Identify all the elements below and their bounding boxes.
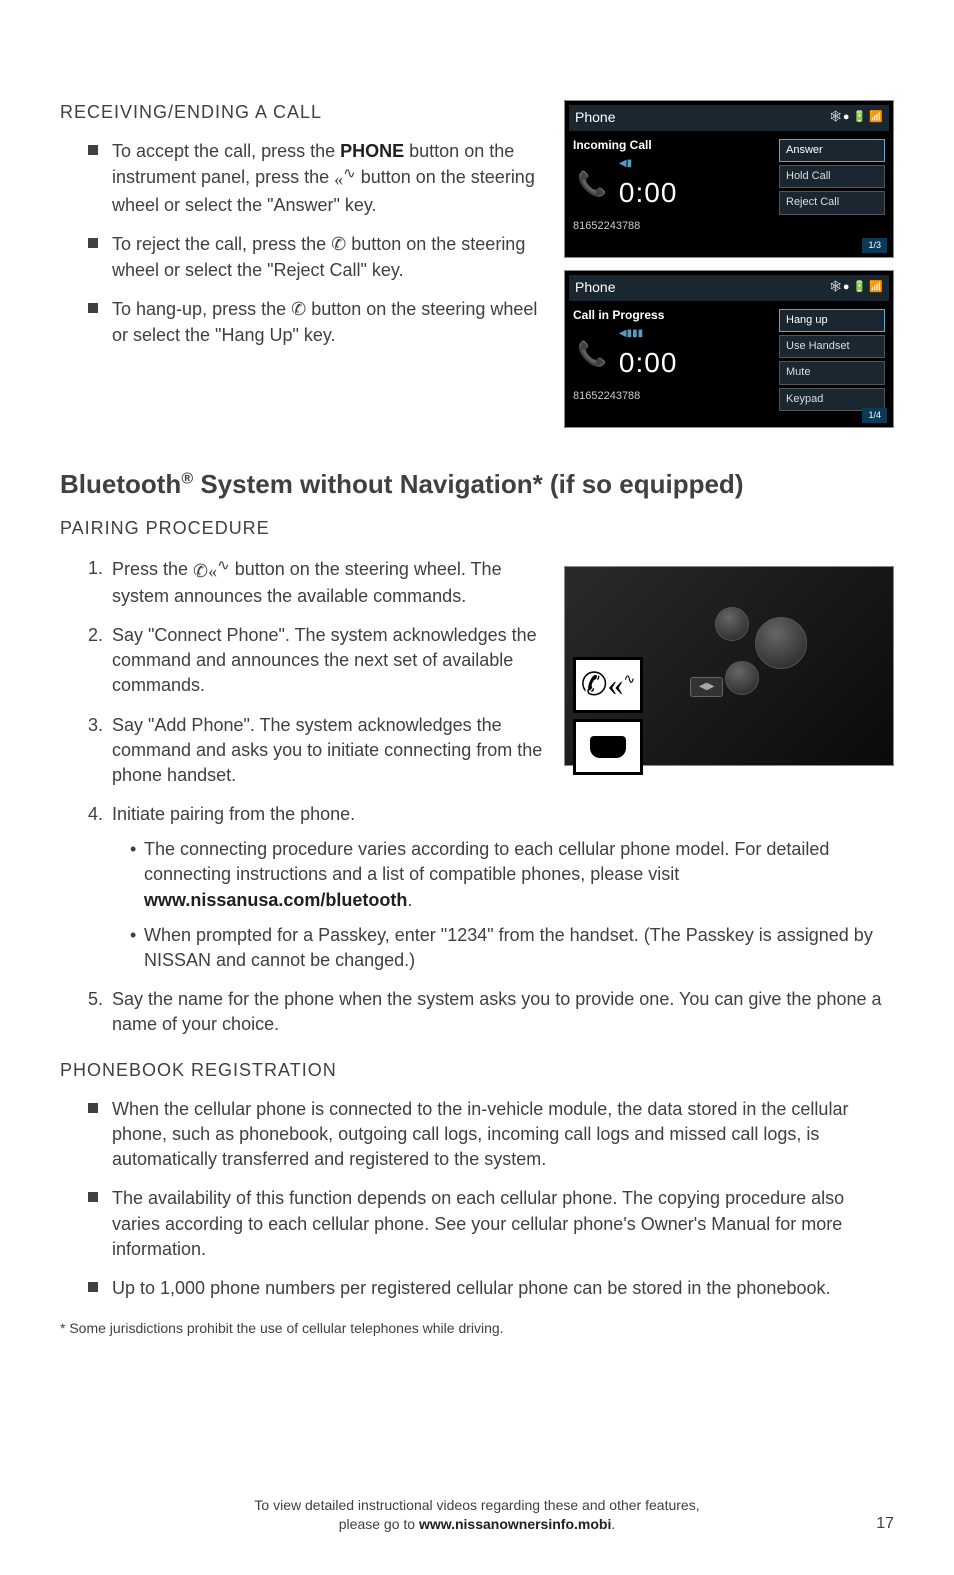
direction-arrows: ◀▮▮▮ — [619, 327, 678, 341]
screen-call-progress: Phone 🕸● 🔋 📶 Call in Progress 📞 ◀▮▮▮ 0:0… — [564, 270, 894, 428]
handset-icon: 📞 — [577, 168, 607, 202]
footer-line1: To view detailed instructional videos re… — [254, 1497, 699, 1513]
bluetooth-title: Bluetooth® System without Navigation* (i… — [60, 466, 894, 502]
handset-icon: 📞 — [577, 338, 607, 372]
pairing-header: PAIRING PROCEDURE — [60, 516, 894, 541]
title-text: System without Navigation* (if so equipp… — [193, 469, 743, 499]
pairing-step-3: Say "Add Phone". The system acknowledges… — [88, 713, 544, 789]
url-bold: www.nissanusa.com/bluetooth — [144, 890, 407, 910]
receiving-item-3: To hang-up, press the ✆ button on the st… — [88, 297, 544, 348]
receiving-item-2: To reject the call, press the ✆ button o… — [88, 232, 544, 283]
wheel-button — [725, 661, 759, 695]
page-number: 17 — [876, 1513, 894, 1535]
page-footer: To view detailed instructional videos re… — [60, 1496, 894, 1535]
pairing-step-5: Say the name for the phone when the syst… — [88, 987, 894, 1037]
phone-icon: ✆ — [331, 232, 346, 257]
bold-phone: PHONE — [340, 141, 404, 161]
footer-url: www.nissanownersinfo.mobi — [419, 1516, 611, 1532]
phone-icon: ✆ — [291, 297, 306, 322]
footer-line2-pre: please go to — [339, 1516, 419, 1532]
steering-wheel-photo: ✆«∿ ◀▶ — [564, 566, 894, 766]
direction-arrows: ◀▮ — [619, 157, 678, 171]
text: Press the — [112, 558, 193, 578]
pager: 1/3 — [862, 238, 887, 253]
menu-reject[interactable]: Reject Call — [779, 191, 885, 214]
pairing-step-4: Initiate pairing from the phone. The con… — [88, 802, 894, 973]
wheel-button — [715, 607, 749, 641]
screen-title: Phone — [575, 278, 615, 298]
hangup-label — [573, 719, 643, 775]
menu-mute[interactable]: Mute — [779, 361, 885, 384]
menu-handset[interactable]: Use Handset — [779, 335, 885, 358]
call-status: Call in Progress — [573, 307, 775, 324]
voice-icon: «∿ — [334, 164, 356, 192]
title-text: Bluetooth — [60, 469, 181, 499]
menu-hold[interactable]: Hold Call — [779, 165, 885, 188]
receiving-item-1: To accept the call, press the PHONE butt… — [88, 139, 544, 218]
phone-voice-icon: ✆«∿ — [193, 556, 230, 584]
phonebook-header: PHONEBOOK REGISTRATION — [60, 1058, 894, 1083]
receiving-section: RECEIVING/ENDING A CALL To accept the ca… — [60, 100, 544, 440]
screen-title: Phone — [575, 108, 615, 128]
text: Initiate pairing from the phone. — [112, 804, 355, 824]
footnote: * Some jurisdictions prohibit the use of… — [60, 1319, 894, 1339]
text: . — [407, 890, 412, 910]
menu-answer[interactable]: Answer — [779, 139, 885, 162]
screen-incoming-call: Phone 🕸● 🔋 📶 Incoming Call 📞 ◀▮ 0:00 816… — [564, 100, 894, 258]
caller-number: 81652243788 — [573, 389, 775, 404]
registered-mark: ® — [181, 470, 193, 487]
phonebook-item-3: Up to 1,000 phone numbers per registered… — [88, 1276, 894, 1301]
call-status: Incoming Call — [573, 137, 775, 154]
caller-number: 81652243788 — [573, 219, 775, 234]
pairing-sub-1: The connecting procedure varies accordin… — [130, 837, 894, 913]
status-icons: 🕸● 🔋 📶 — [829, 280, 883, 295]
pairing-step-1: Press the ✆«∿ button on the steering whe… — [88, 556, 544, 609]
footer-line2-post: . — [611, 1516, 615, 1532]
text: The connecting procedure varies accordin… — [144, 839, 829, 884]
phonebook-item-2: The availability of this function depend… — [88, 1186, 894, 1262]
text: To reject the call, press the — [112, 234, 331, 254]
wheel-badge: ◀▶ — [690, 677, 723, 697]
receiving-header: RECEIVING/ENDING A CALL — [60, 100, 544, 125]
pairing-sub-2: When prompted for a Passkey, enter "1234… — [130, 923, 894, 973]
pairing-step-2: Say "Connect Phone". The system acknowle… — [88, 623, 544, 699]
text: To accept the call, press the — [112, 141, 340, 161]
call-timer: 0:00 — [619, 177, 678, 208]
call-timer: 0:00 — [619, 347, 678, 378]
screenshots-column: Phone 🕸● 🔋 📶 Incoming Call 📞 ◀▮ 0:00 816… — [564, 100, 894, 440]
wheel-button — [755, 617, 807, 669]
menu-hangup[interactable]: Hang up — [779, 309, 885, 332]
phone-voice-label: ✆«∿ — [573, 657, 643, 713]
text: To hang-up, press the — [112, 299, 291, 319]
pager: 1/4 — [862, 408, 887, 423]
status-icons: 🕸● 🔋 📶 — [829, 110, 883, 125]
phonebook-item-1: When the cellular phone is connected to … — [88, 1097, 894, 1173]
